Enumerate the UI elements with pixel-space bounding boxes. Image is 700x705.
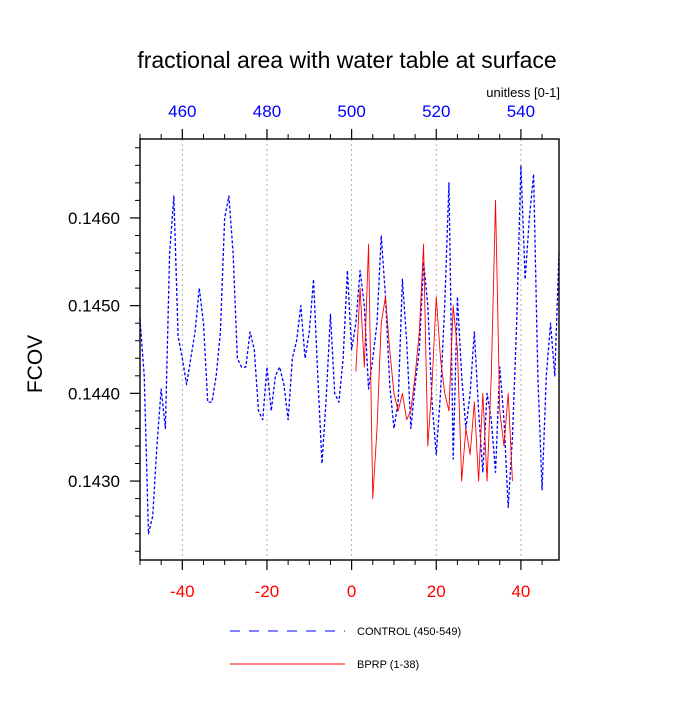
legend-label-control: CONTROL (450-549) (357, 626, 461, 638)
axis-ticks: -40 -20 0 20 40 460 480 500 520 540 0.1430 0.1440 0.… (68, 102, 543, 601)
y-tick-label: 0.1430 (68, 472, 120, 491)
x-bottom-tick-label: -40 (170, 582, 195, 601)
x-top-tick-label: 540 (507, 102, 535, 121)
units-label: unitless [0-1] (486, 85, 560, 100)
x-bottom-tick-label: 20 (427, 582, 446, 601)
y-tick-label: 0.1440 (68, 384, 120, 403)
legend: CONTROL (450-549) BPRP (1-38) (230, 626, 461, 671)
y-tick-label: 0.1450 (68, 297, 120, 316)
x-top-tick-label: 480 (253, 102, 281, 121)
x-bottom-tick-label: -20 (255, 582, 280, 601)
legend-label-bprp: BPRP (1-38) (357, 659, 419, 671)
y-axis-label: FCOV (24, 335, 47, 393)
chart-title: fractional area with water table at surf… (137, 47, 556, 73)
x-top-tick-label: 460 (168, 102, 196, 121)
x-top-tick-label: 500 (337, 102, 365, 121)
series-line-control (139, 164, 560, 535)
plot-frame (139, 138, 560, 561)
series-layer (139, 164, 560, 535)
x-bottom-tick-label: 40 (511, 582, 530, 601)
x-top-tick-label: 520 (422, 102, 450, 121)
x-bottom-tick-label: 0 (347, 582, 356, 601)
series-line-bprp (355, 199, 513, 500)
y-tick-label: 0.1460 (68, 209, 120, 228)
